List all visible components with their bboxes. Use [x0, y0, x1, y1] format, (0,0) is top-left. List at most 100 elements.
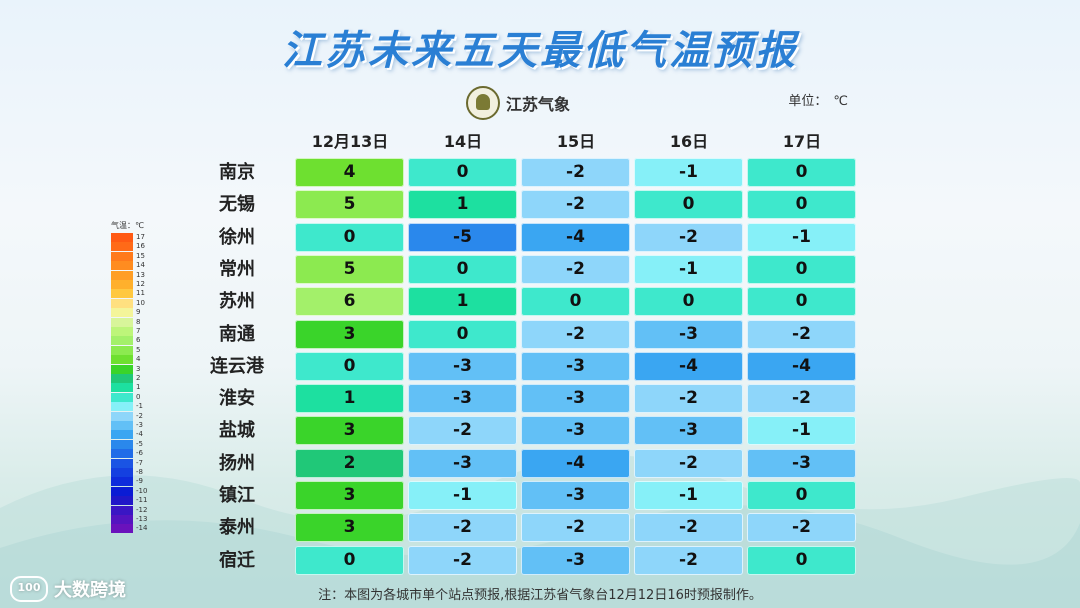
column-header: 16日	[669, 132, 709, 151]
legend-swatch	[111, 270, 133, 280]
temperature-cell: -3	[521, 384, 630, 414]
temperature-cell: 1	[408, 287, 517, 317]
temperature-cell: 0	[747, 545, 856, 575]
legend-swatch	[111, 280, 133, 289]
legend-swatch	[111, 345, 133, 355]
watermark-icon: 100	[10, 576, 48, 602]
legend-label: 16	[136, 242, 145, 251]
logo: 江苏气象	[466, 86, 570, 120]
temperature-cell: 1	[295, 384, 404, 414]
legend-label: 8	[136, 317, 141, 326]
logo-text: 江苏气象	[506, 95, 571, 114]
temperature-cell: -3	[634, 319, 743, 349]
temperature-cell: 2	[295, 448, 404, 478]
temperature-cell: 4	[295, 158, 404, 187]
temperature-cell: -2	[408, 513, 517, 543]
legend-swatch	[111, 486, 133, 496]
column-header: 14日	[443, 132, 483, 151]
temperature-cell: 6	[295, 287, 404, 317]
legend-label: -10	[136, 486, 148, 495]
city-label: 常州	[219, 258, 255, 280]
temperature-cell: -2	[634, 222, 743, 252]
legend-label: 3	[136, 364, 141, 373]
legend-label: -6	[136, 449, 143, 458]
legend-swatch	[111, 383, 133, 393]
legend-label: 14	[136, 261, 145, 270]
city-label: 淮安	[219, 388, 255, 410]
legend-title: 气温：℃	[111, 221, 144, 230]
legend-label: -1	[136, 402, 143, 411]
temperature-cell: 1	[408, 190, 517, 220]
legend-swatch	[111, 317, 133, 327]
legend-swatch	[111, 242, 133, 252]
temperature-cell: -4	[521, 448, 630, 478]
legend-swatch	[111, 411, 133, 421]
temperature-cell: 0	[747, 190, 856, 220]
legend-label: -13	[136, 515, 148, 523]
legend-label: 12	[136, 280, 145, 288]
legend-label: -5	[136, 439, 143, 448]
temperature-cell: -4	[747, 351, 856, 381]
legend-label: -12	[136, 505, 148, 514]
legend-label: 17	[136, 233, 145, 241]
legend-label: -4	[136, 430, 143, 439]
temperature-cell: -4	[521, 222, 630, 252]
legend-label: -8	[136, 468, 143, 476]
column-header: 12月13日	[311, 132, 389, 151]
city-label: 镇江	[219, 485, 255, 506]
legend-swatch	[111, 458, 133, 468]
temperature-cell: -3	[634, 416, 743, 446]
temperature-cell: -2	[521, 158, 630, 187]
temperature-cell: -3	[408, 351, 517, 381]
temperature-cell: 0	[634, 190, 743, 220]
legend-swatch	[111, 327, 133, 336]
temperature-cell: 0	[747, 254, 856, 284]
temperature-cell: -2	[521, 319, 630, 349]
legend-swatch	[111, 515, 133, 524]
meteorology-emblem-icon	[466, 86, 500, 120]
temperature-cell: -3	[521, 416, 630, 446]
temperature-cell: 3	[295, 319, 404, 349]
temperature-cell: -2	[521, 254, 630, 284]
temperature-cell: -5	[408, 222, 517, 252]
legend-label: 10	[136, 298, 145, 307]
unit-value: ℃	[833, 94, 848, 109]
temperature-cell: 0	[634, 287, 743, 317]
legend-label: 9	[136, 308, 141, 317]
page-title: 江苏未来五天最低气温预报	[282, 28, 798, 74]
temperature-cell: 0	[747, 287, 856, 317]
legend-swatch	[111, 421, 133, 430]
legend-swatch	[111, 374, 133, 383]
temperature-legend: 气温：℃ 17 16 15 14 13 12 11 10 9 8 7 6 5 4 3 2 1 0 -1 -2 -3 -4-…	[111, 220, 147, 534]
legend-swatch	[111, 298, 133, 308]
legend-label: -3	[136, 421, 143, 429]
legend-label: 0	[136, 392, 141, 401]
legend-swatch	[111, 430, 133, 440]
temperature-cell: -2	[747, 513, 856, 543]
watermark-text: 大数跨境	[54, 580, 126, 601]
temperature-cell: -2	[634, 384, 743, 414]
temperature-cell: 0	[295, 222, 404, 252]
city-label: 盐城	[219, 420, 255, 442]
city-label: 徐州	[219, 226, 255, 248]
temperature-cell: 0	[408, 254, 517, 284]
temperature-cell: -3	[408, 448, 517, 478]
temperature-cell: -3	[408, 384, 517, 414]
temperature-cell: -3	[521, 481, 630, 510]
temperature-cell: 3	[295, 416, 404, 446]
column-header: 17日	[782, 132, 822, 151]
legend-swatch	[111, 468, 133, 477]
footnote: 注：本图为各城市单个站点预报,根据江苏省气象台12月12日16时预报制作。	[318, 588, 762, 603]
legend-swatch	[111, 336, 133, 346]
legend-swatch	[111, 477, 133, 487]
legend-swatch	[111, 251, 133, 261]
legend-swatch	[111, 289, 133, 299]
temperature-cell: -2	[521, 190, 630, 220]
temperature-cell: 0	[408, 319, 517, 349]
city-label: 苏州	[219, 291, 255, 313]
city-label: 南通	[219, 323, 255, 345]
temperature-cell: 3	[295, 513, 404, 543]
city-label: 南京	[219, 162, 255, 183]
temperature-cell: -1	[634, 254, 743, 284]
city-label: 泰州	[219, 517, 255, 539]
